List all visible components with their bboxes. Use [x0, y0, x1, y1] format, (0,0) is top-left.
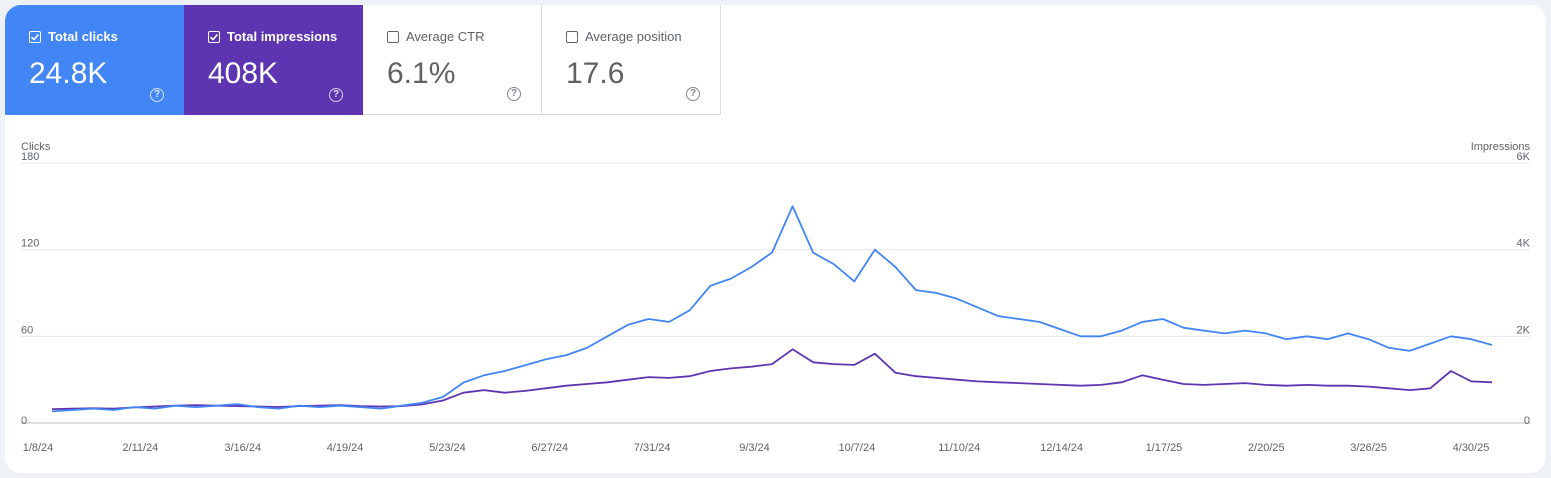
- metric-total-clicks[interactable]: Total clicks 24.8K ?: [5, 5, 184, 115]
- x-axis-tick: 3/16/24: [224, 442, 261, 454]
- checkbox-icon[interactable]: [566, 30, 578, 43]
- right-axis-tick: 6K: [1517, 151, 1531, 163]
- x-axis-tick: 3/26/25: [1350, 442, 1387, 454]
- checkbox-icon[interactable]: [387, 30, 399, 43]
- checkbox-icon[interactable]: [208, 30, 220, 43]
- x-axis-tick: 4/30/25: [1453, 442, 1490, 454]
- metric-value: 408K: [208, 57, 279, 90]
- metric-total-impressions[interactable]: Total impressions 408K ?: [184, 5, 363, 115]
- performance-line-chart: Clicks Impressions 0 0 60 2K 120 4K 180 6K 1/8/…: [21, 141, 1531, 454]
- metric-tabs: Total clicks 24.8K ? Total impressions 4…: [5, 5, 721, 115]
- help-circle-icon[interactable]: ?: [507, 87, 521, 101]
- x-axis-tick: 10/7/24: [839, 442, 876, 454]
- x-axis-tick: 6/27/24: [531, 442, 568, 454]
- metric-label: Total impressions: [227, 29, 338, 44]
- metric-label: Total clicks: [48, 29, 118, 44]
- left-axis-tick: 120: [21, 238, 39, 250]
- metric-average-position[interactable]: Average position 17.6 ?: [542, 5, 721, 115]
- left-axis-title: Clicks: [21, 141, 51, 153]
- right-axis-tick: 0: [1524, 415, 1530, 427]
- left-axis-tick: 0: [21, 415, 27, 427]
- chart-gridlines: [21, 162, 1530, 424]
- left-axis-tick: 60: [21, 324, 33, 336]
- help-circle-icon[interactable]: ?: [329, 88, 343, 102]
- x-axis-tick: 7/31/24: [634, 442, 671, 454]
- metric-value: 6.1%: [387, 57, 456, 90]
- chart-series: [51, 205, 1493, 413]
- left-axis-tick: 180: [21, 151, 39, 163]
- right-axis-tick: 2K: [1517, 324, 1531, 336]
- metric-label: Average position: [585, 29, 682, 44]
- metric-average-ctr[interactable]: Average CTR 6.1% ?: [363, 5, 542, 115]
- x-axis-ticks: 1/8/24 2/11/24 3/16/24 4/19/24 5/23/24 6/27/2…: [23, 442, 1490, 454]
- series-line-impressions: [51, 348, 1493, 410]
- x-axis-tick: 1/17/25: [1146, 442, 1183, 454]
- x-axis-tick: 2/11/24: [122, 442, 158, 454]
- x-axis-tick: 4/19/24: [327, 442, 364, 454]
- help-circle-icon[interactable]: ?: [150, 88, 164, 102]
- checkbox-icon[interactable]: [29, 30, 41, 43]
- help-circle-icon[interactable]: ?: [686, 87, 700, 101]
- metric-value: 24.8K: [29, 57, 108, 90]
- x-axis-tick: 1/8/24: [23, 442, 54, 454]
- x-axis-tick: 2/20/25: [1248, 442, 1285, 454]
- x-axis-tick: 12/14/24: [1040, 442, 1083, 454]
- y-axis-ticks: 0 0 60 2K 120 4K 180 6K: [21, 151, 1531, 427]
- x-axis-tick: 9/3/24: [739, 442, 770, 454]
- right-axis-title: Impressions: [1471, 141, 1531, 153]
- right-axis-tick: 4K: [1517, 238, 1531, 250]
- performance-card: Total clicks 24.8K ? Total impressions 4…: [5, 5, 1546, 473]
- metric-value: 17.6: [566, 57, 625, 90]
- metric-label: Average CTR: [406, 29, 485, 44]
- series-line-clicks: [51, 205, 1493, 413]
- x-axis-tick: 11/10/24: [938, 442, 980, 454]
- x-axis-tick: 5/23/24: [429, 442, 466, 454]
